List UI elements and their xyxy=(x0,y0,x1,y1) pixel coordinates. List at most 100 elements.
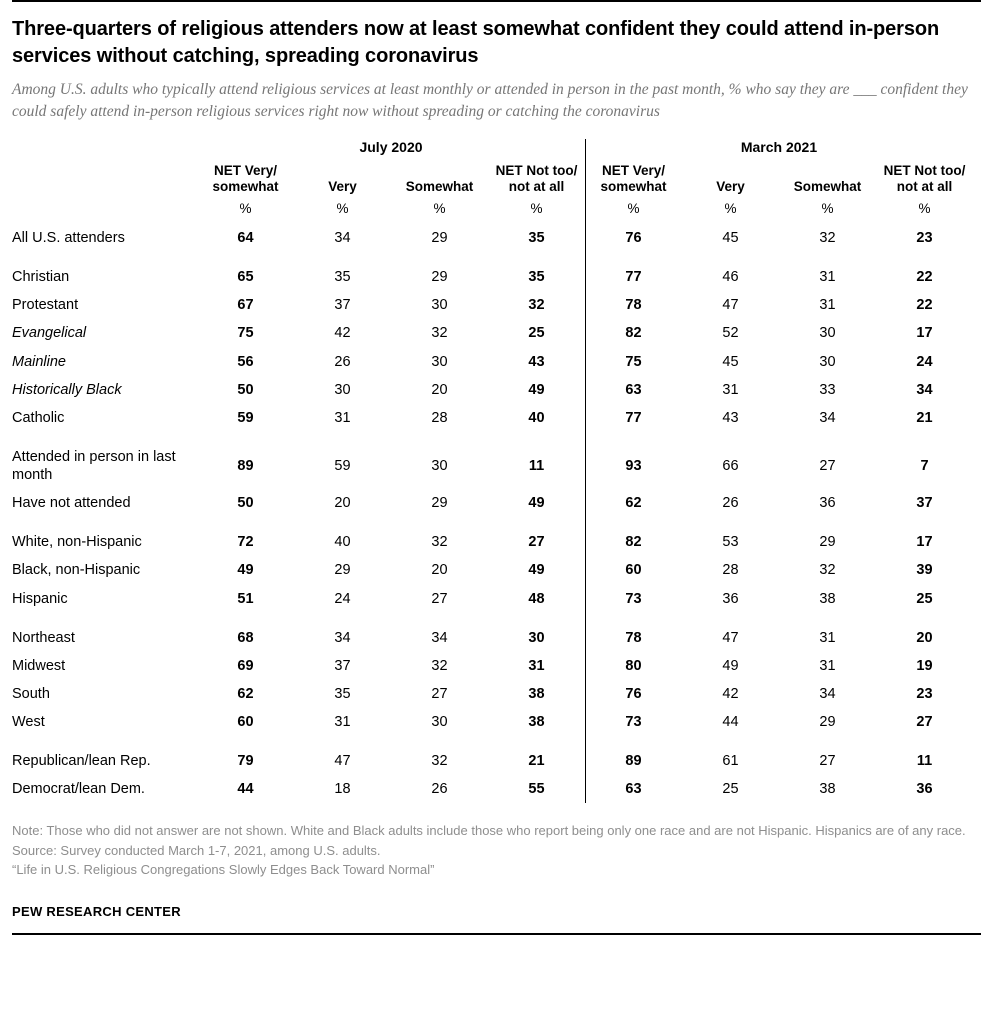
value-cell: 29 xyxy=(431,495,448,512)
value-cell: 64 xyxy=(237,230,254,247)
value-cell: 73 xyxy=(625,714,642,731)
unit-percent: % xyxy=(627,201,640,217)
value-cell: 37 xyxy=(334,297,351,314)
value-cell: 75 xyxy=(625,353,642,370)
row-label: Catholic xyxy=(12,409,65,426)
value-cell: 20 xyxy=(916,629,933,646)
value-cell: 22 xyxy=(916,269,933,286)
row-label: Hispanic xyxy=(12,590,68,607)
value-cell: 30 xyxy=(431,458,448,475)
value-cell: 39 xyxy=(916,562,933,579)
pew-research-center-wordmark: PEW RESEARCH CENTER xyxy=(12,903,181,919)
value-cell: 19 xyxy=(916,657,933,674)
value-cell: 27 xyxy=(819,753,836,770)
table-row: White, non-Hispanic 72 40 32 27 82 53 29 17 xyxy=(12,528,981,556)
top-rule xyxy=(12,0,981,2)
value-cell: 60 xyxy=(237,714,254,731)
source-line: Source: Survey conducted March 1-7, 2021… xyxy=(12,842,381,858)
row-label: Historically Black xyxy=(12,381,122,398)
value-cell: 17 xyxy=(916,534,933,551)
value-cell: 49 xyxy=(528,381,545,398)
value-cell: 48 xyxy=(528,590,545,607)
column-header-net-very-somewhat-july: NET Very/ somewhat xyxy=(212,163,279,195)
value-cell: 56 xyxy=(237,353,254,370)
value-cell: 22 xyxy=(916,297,933,314)
value-cell: 34 xyxy=(819,685,836,702)
table-row: Christian 65 35 29 35 77 46 31 22 xyxy=(12,263,981,291)
period-label-july-2020: July 2020 xyxy=(359,139,423,156)
value-cell: 7 xyxy=(920,458,929,475)
table-row: Catholic 59 31 28 40 77 43 34 21 xyxy=(12,404,981,432)
value-cell: 26 xyxy=(334,353,351,370)
value-cell: 32 xyxy=(528,297,545,314)
value-cell: 17 xyxy=(916,325,933,342)
value-cell: 42 xyxy=(334,325,351,342)
value-cell: 38 xyxy=(819,781,836,798)
value-cell: 72 xyxy=(237,534,254,551)
value-cell: 47 xyxy=(722,297,739,314)
value-cell: 31 xyxy=(334,714,351,731)
value-cell: 89 xyxy=(237,458,254,475)
value-cell: 53 xyxy=(722,534,739,551)
row-label: Midwest xyxy=(12,657,66,674)
value-cell: 34 xyxy=(916,381,933,398)
value-cell: 35 xyxy=(528,230,545,247)
value-cell: 21 xyxy=(528,753,545,770)
table-row: Attended in person in last month 89 59 30 11… xyxy=(12,443,981,489)
row-label: White, non-Hispanic xyxy=(12,534,142,551)
value-cell: 80 xyxy=(625,657,642,674)
table-row: West 60 31 30 38 73 44 29 27 xyxy=(12,708,981,736)
value-cell: 59 xyxy=(237,409,254,426)
table-body: All U.S. attenders 64 34 29 35 76 45 32 23 Christ… xyxy=(12,224,981,803)
row-label: All U.S. attenders xyxy=(12,230,125,247)
value-cell: 28 xyxy=(722,562,739,579)
value-cell: 68 xyxy=(237,629,254,646)
unit-percent: % xyxy=(433,201,446,217)
table-row: Mainline 56 26 30 43 75 45 30 24 xyxy=(12,348,981,376)
value-cell: 49 xyxy=(528,562,545,579)
value-cell: 35 xyxy=(528,269,545,286)
value-cell: 31 xyxy=(819,629,836,646)
value-cell: 20 xyxy=(431,381,448,398)
table-row: Midwest 69 37 32 31 80 49 31 19 xyxy=(12,652,981,680)
report-title: Three-quarters of religious attenders no… xyxy=(12,18,940,67)
value-cell: 30 xyxy=(819,325,836,342)
column-header-very-march: Very xyxy=(716,179,745,195)
value-cell: 30 xyxy=(431,353,448,370)
value-cell: 30 xyxy=(431,714,448,731)
value-cell: 36 xyxy=(722,590,739,607)
value-cell: 31 xyxy=(819,269,836,286)
value-cell: 29 xyxy=(819,714,836,731)
value-cell: 75 xyxy=(237,325,254,342)
value-cell: 27 xyxy=(431,685,448,702)
table-row: Hispanic 51 24 27 48 73 36 38 25 xyxy=(12,585,981,613)
period-header-row: July 2020 March 2021 xyxy=(12,139,981,163)
value-cell: 62 xyxy=(237,685,254,702)
value-cell: 34 xyxy=(334,230,351,247)
value-cell: 78 xyxy=(625,629,642,646)
value-cell: 63 xyxy=(625,781,642,798)
unit-row-spacer xyxy=(12,199,197,224)
note-line: Note: Those who did not answer are not s… xyxy=(12,823,966,839)
value-cell: 49 xyxy=(237,562,254,579)
row-label: Republican/lean Rep. xyxy=(12,753,151,770)
row-label: Protestant xyxy=(12,297,79,314)
value-cell: 36 xyxy=(916,781,933,798)
value-cell: 43 xyxy=(722,409,739,426)
value-cell: 32 xyxy=(431,753,448,770)
row-label: Christian xyxy=(12,269,70,286)
value-cell: 32 xyxy=(431,534,448,551)
value-cell: 79 xyxy=(237,753,254,770)
value-cell: 37 xyxy=(916,495,933,512)
value-cell: 23 xyxy=(916,230,933,247)
data-table: July 2020 March 2021 NET Very/ somewhat … xyxy=(12,139,981,804)
value-cell: 21 xyxy=(916,409,933,426)
value-cell: 60 xyxy=(625,562,642,579)
table-row: Democrat/lean Dem. 44 18 26 55 63 25 38 36 xyxy=(12,775,981,803)
value-cell: 29 xyxy=(334,562,351,579)
value-cell: 36 xyxy=(819,495,836,512)
unit-percent: % xyxy=(918,201,931,217)
value-cell: 66 xyxy=(722,458,739,475)
value-cell: 25 xyxy=(916,590,933,607)
unit-percent: % xyxy=(821,201,834,217)
